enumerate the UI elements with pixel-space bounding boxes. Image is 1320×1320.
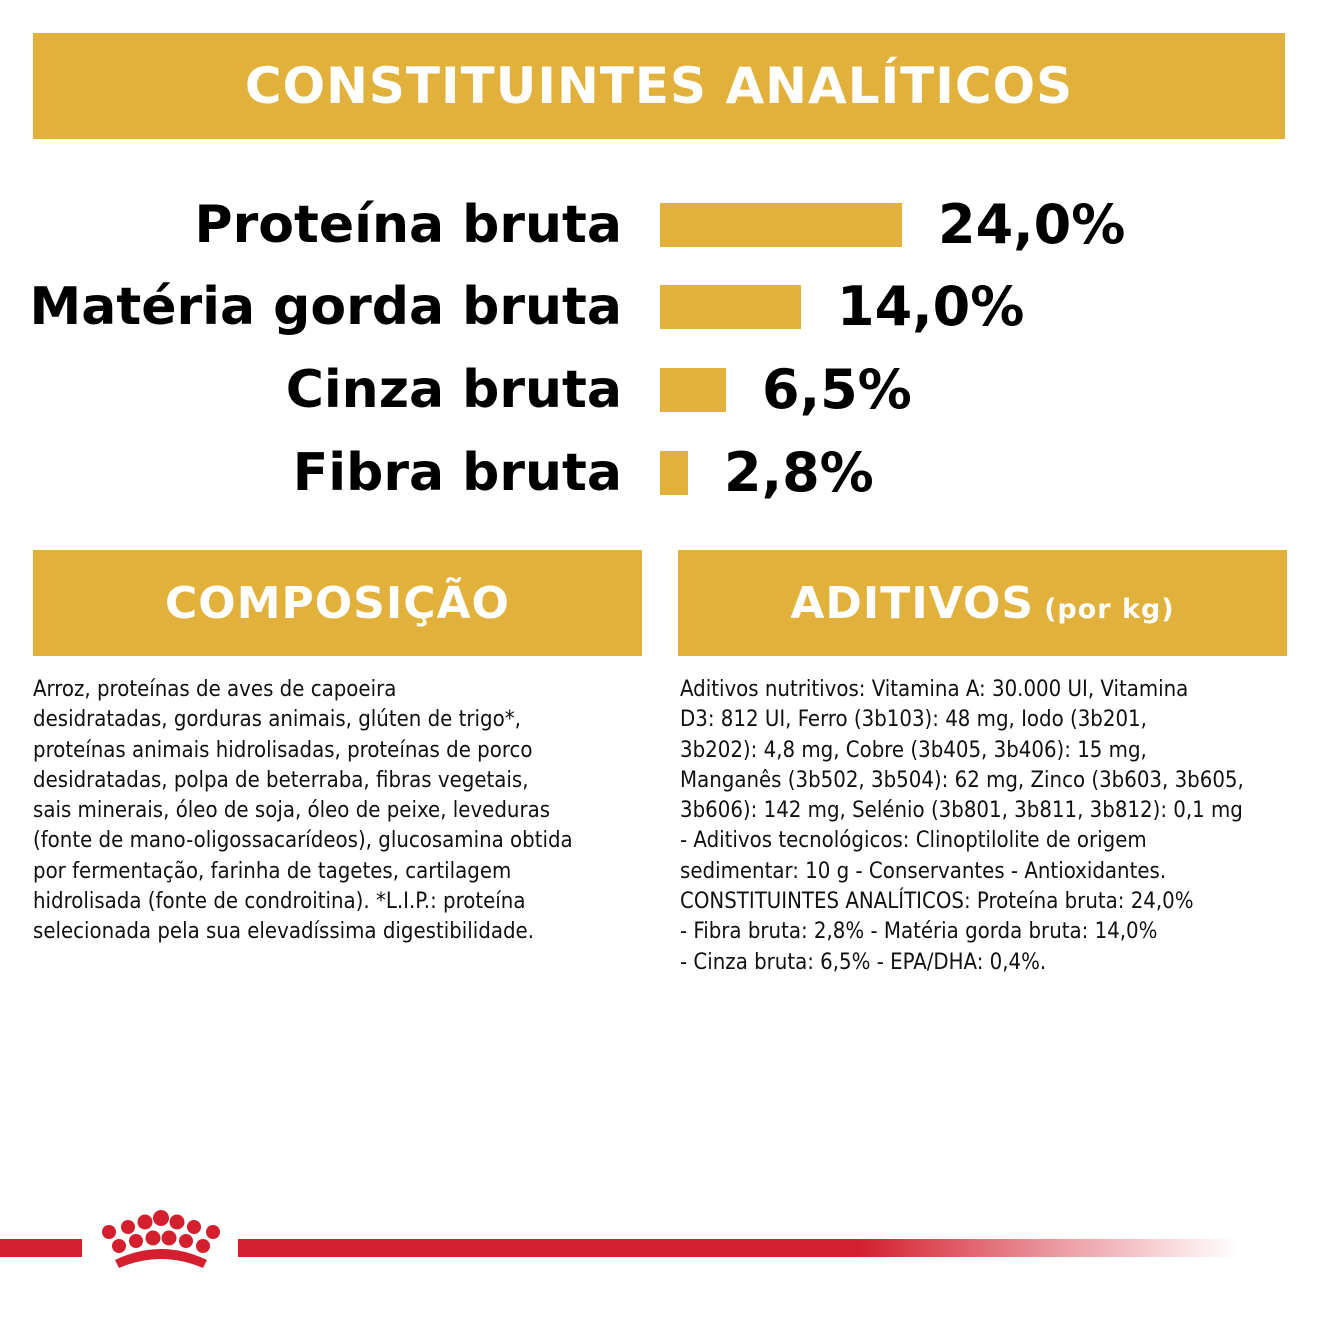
additives-line: Manganês (3b502, 3b504): 62 mg, Zinco (3… bbox=[680, 767, 1244, 793]
composition-line: hidrolisada (fonte de condroitina). *L.I… bbox=[33, 889, 526, 915]
composition-line: (fonte de mano-oligossacarídeos), glucos… bbox=[33, 828, 573, 854]
composition-line: por fermentação, farinha de tagetes, car… bbox=[33, 858, 512, 884]
analytics-title: CONSTITUINTES ANALÍTICOS bbox=[244, 57, 1074, 115]
nutrient-bar bbox=[660, 285, 801, 329]
additives-line: 3b202): 4,8 mg, Cobre (3b405, 3b406): 15… bbox=[680, 737, 1147, 763]
analytics-title-banner: CONSTITUINTES ANALÍTICOS bbox=[33, 33, 1285, 139]
composition-line: sais minerais, óleo de soja, óleo de pei… bbox=[33, 798, 551, 824]
additives-line: - Fibra bruta: 2,8% - Matéria gorda brut… bbox=[680, 919, 1158, 945]
composition-line: selecionada pela sua elevadíssima digest… bbox=[33, 919, 535, 945]
additives-line: CONSTITUINTES ANALÍTICOS: Proteína bruta… bbox=[680, 889, 1194, 915]
nutrient-value: 6,5% bbox=[762, 358, 912, 421]
nutrient-value: 2,8% bbox=[724, 441, 874, 504]
additives-text: Aditivos nutritivos: Vitamina A: 30.000 … bbox=[680, 675, 1244, 978]
additives-title: ADITIVOS bbox=[790, 577, 1035, 629]
royal-canin-crown-icon bbox=[102, 1210, 220, 1268]
nutrient-bar bbox=[660, 368, 726, 412]
nutrient-row-fat: Matéria gorda bruta 14,0% bbox=[0, 267, 1320, 347]
footer-red-line-left bbox=[0, 1239, 82, 1257]
nutrient-label: Cinza bruta bbox=[285, 360, 622, 420]
nutrient-bar bbox=[660, 451, 688, 495]
composition-title-banner: COMPOSIÇÃO bbox=[33, 550, 642, 656]
footer-red-line-right bbox=[238, 1239, 1238, 1257]
nutrient-bar bbox=[660, 203, 902, 247]
composition-line: desidratadas, polpa de beterraba, fibras… bbox=[33, 767, 529, 793]
additives-line: - Aditivos tecnológicos: Clinoptilolite … bbox=[680, 828, 1147, 854]
composition-line: desidratadas, gorduras animais, glúten d… bbox=[33, 707, 521, 733]
composition-line: Arroz, proteínas de aves de capoeira bbox=[33, 677, 397, 702]
nutrient-row-ash: Cinza bruta 6,5% bbox=[0, 350, 1320, 430]
additives-line: 3b606): 142 mg, Selénio (3b801, 3b811, 3… bbox=[680, 798, 1243, 824]
nutrient-label: Matéria gorda bruta bbox=[29, 277, 622, 337]
nutrient-label: Proteína bruta bbox=[194, 195, 622, 255]
nutrient-row-fibre: Fibra bruta 2,8% bbox=[0, 433, 1320, 513]
additives-line: D3: 812 UI, Ferro (3b103): 48 mg, Iodo (… bbox=[680, 707, 1147, 733]
additives-title-banner: ADITIVOS (por kg) bbox=[678, 550, 1287, 656]
nutrient-label: Fibra bruta bbox=[292, 443, 622, 503]
additives-title-suffix: (por kg) bbox=[1044, 593, 1175, 625]
nutrient-value: 14,0% bbox=[837, 275, 1025, 338]
additives-line: Aditivos nutritivos: Vitamina A: 30.000 … bbox=[680, 677, 1189, 702]
composition-text: Arroz, proteínas de aves de capoeira des… bbox=[33, 675, 573, 948]
additives-line: - Cinza bruta: 6,5% - EPA/DHA: 0,4%. bbox=[680, 949, 1047, 975]
additives-line: sedimentar: 10 g - Conservantes - Antiox… bbox=[680, 858, 1167, 884]
composition-line: proteínas animais hidrolisadas, proteína… bbox=[33, 737, 533, 763]
nutrient-row-protein: Proteína bruta 24,0% bbox=[0, 185, 1320, 265]
composition-title: COMPOSIÇÃO bbox=[165, 577, 510, 629]
nutrient-value: 24,0% bbox=[938, 193, 1126, 256]
